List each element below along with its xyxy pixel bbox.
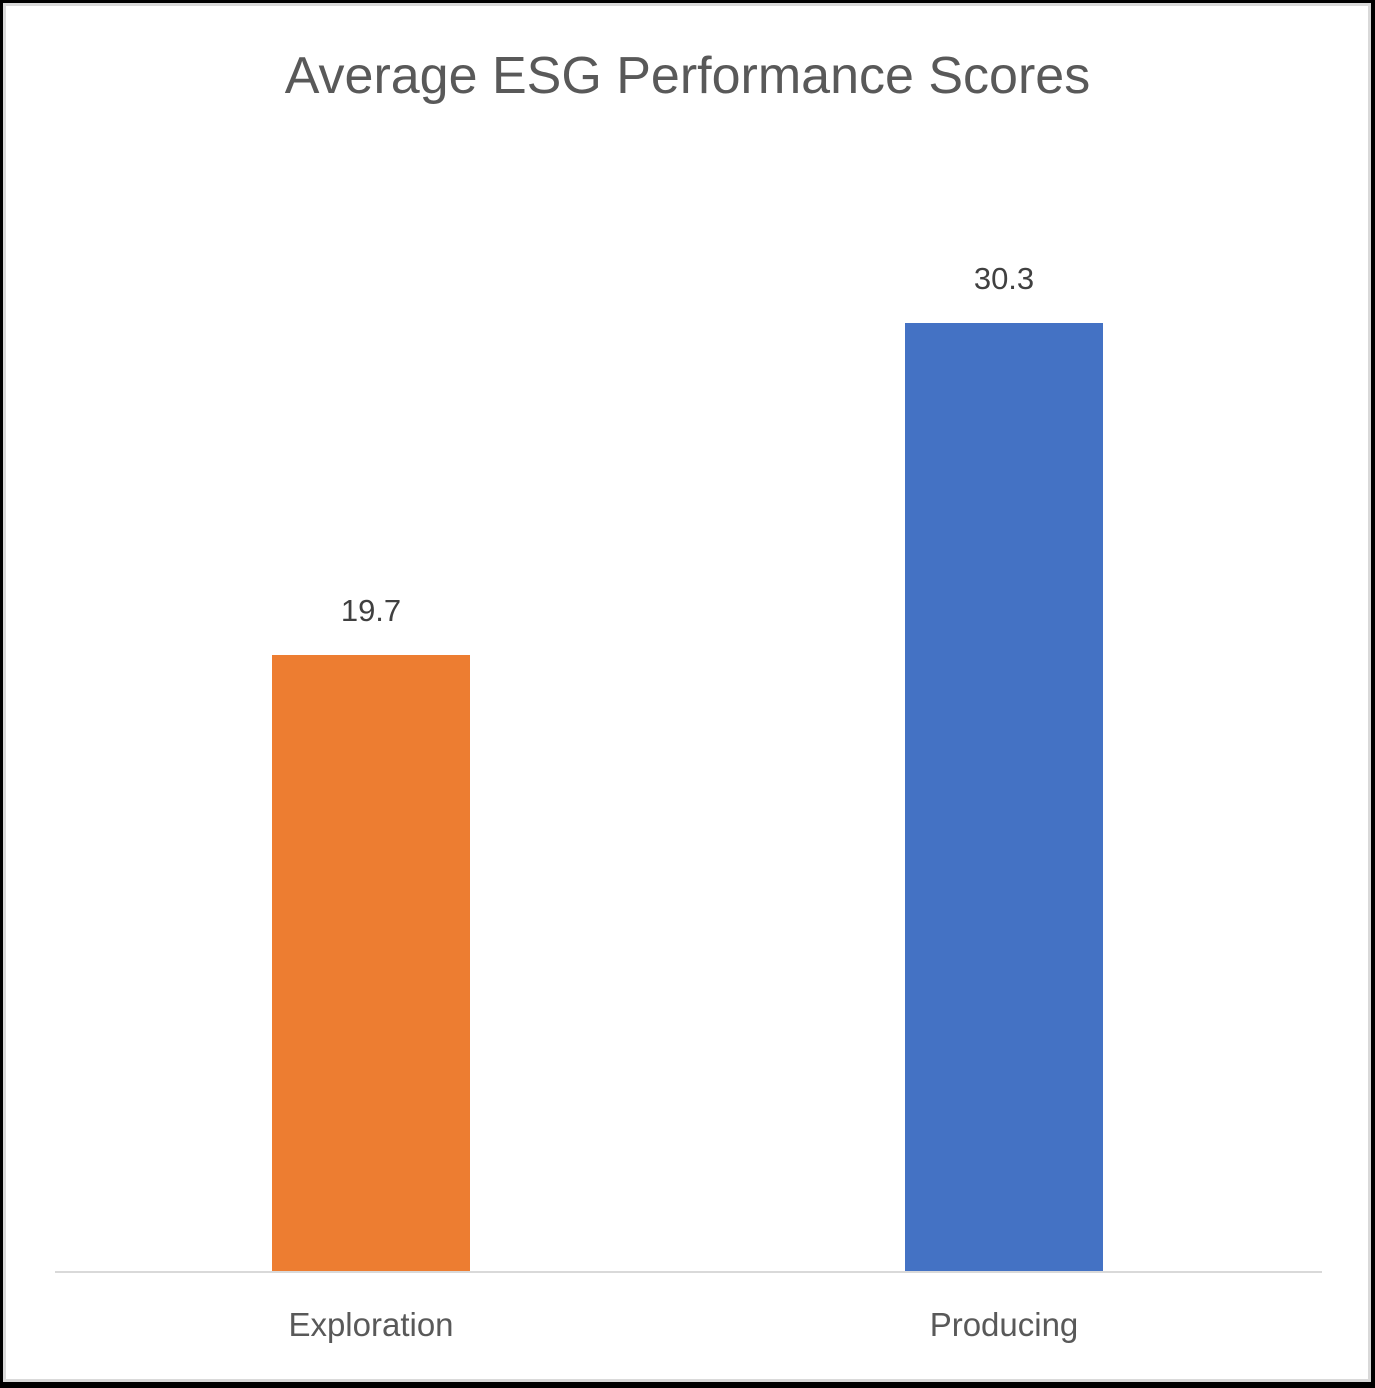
category-label-producing: Producing <box>929 1306 1079 1343</box>
data-label-exploration: 19.7 <box>340 593 402 629</box>
bar-producing[interactable] <box>905 323 1103 1272</box>
chart-title: Average ESG Performance Scores <box>284 47 1091 105</box>
data-label-producing: 30.3 <box>973 261 1035 297</box>
category-label-exploration: Exploration <box>288 1306 454 1343</box>
chart-frame <box>3 3 1371 1382</box>
x-axis-line <box>55 1271 1322 1273</box>
plot-area: 19.7 30.3 <box>55 176 1322 1272</box>
bar-exploration[interactable] <box>272 655 470 1272</box>
